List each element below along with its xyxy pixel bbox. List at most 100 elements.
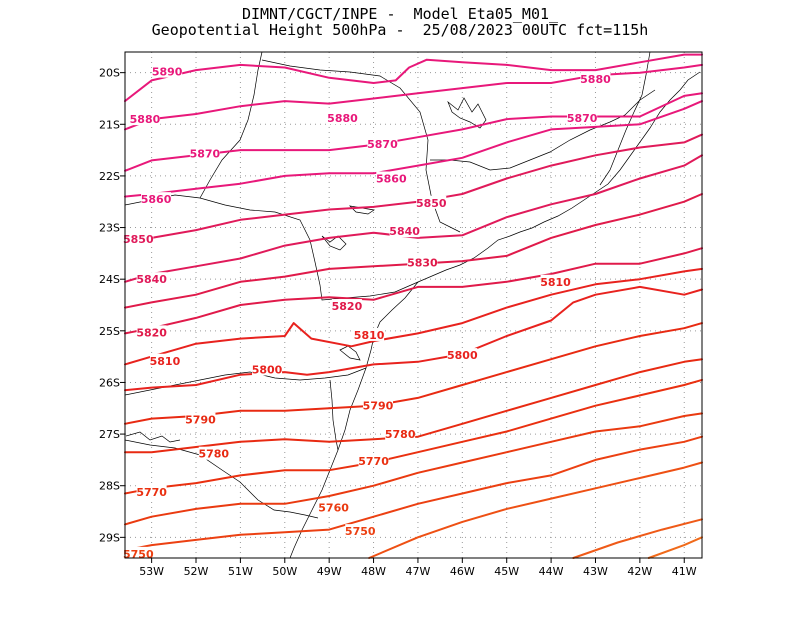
- contour-label-5800: 5800: [447, 349, 478, 362]
- contour-label-5880: 5880: [130, 113, 161, 126]
- title-line-1: DIMNT/CGCT/INPE - Model Eta05_M01_: [241, 5, 559, 23]
- contour-5730: [572, 518, 703, 559]
- contour-label-backdrop: [567, 111, 598, 125]
- contour-label-backdrop: [252, 362, 283, 376]
- contour-label-5890: 5890: [152, 66, 183, 79]
- contour-label-backdrop: [385, 427, 416, 441]
- y-tick-label: 29S: [99, 531, 120, 544]
- x-tick-label: 48W: [361, 565, 386, 578]
- y-tick-label: 20S: [99, 67, 120, 80]
- y-tick-label: 24S: [99, 273, 120, 286]
- contour-label-backdrop: [376, 171, 407, 185]
- contour-label-5790: 5790: [363, 400, 394, 413]
- contour-label-5840: 5840: [136, 273, 167, 286]
- x-tick-label: 42W: [627, 565, 652, 578]
- x-tick-label: 43W: [583, 565, 608, 578]
- contour-5860: [124, 100, 703, 198]
- contour-lines: [124, 53, 703, 559]
- coastline-map: [124, 51, 701, 559]
- contour-label-5800: 5800: [252, 364, 283, 377]
- x-tick-label: 47W: [406, 565, 431, 578]
- contour-label-5860: 5860: [376, 173, 407, 186]
- y-tick-label: 25S: [99, 325, 120, 338]
- reservoir: [125, 431, 181, 443]
- contour-label-backdrop: [358, 453, 389, 467]
- reservoir: [339, 345, 361, 361]
- x-tick-label: 52W: [184, 565, 209, 578]
- contour-label-5830: 5830: [407, 257, 438, 270]
- contour-label-backdrop: [580, 71, 611, 85]
- contour-label-5770: 5770: [136, 486, 167, 499]
- contour-labels: 5890 5880 5880 5880 5870 5870 5870 5860 5860 5850…: [123, 64, 611, 561]
- contour-label-backdrop: [136, 484, 167, 498]
- contour-label-backdrop: [354, 327, 385, 341]
- title-line-2: Geopotential Height 500hPa - 25/08/2023 …: [151, 21, 649, 39]
- contour-label-backdrop: [136, 325, 167, 339]
- contour-label-backdrop: [540, 274, 571, 288]
- contour-label-5880: 5880: [580, 73, 611, 86]
- reservoir: [447, 97, 487, 129]
- contour-5820: [124, 247, 703, 335]
- contour-label-backdrop: [185, 412, 216, 426]
- contour-5890: [124, 53, 703, 103]
- state-border: [199, 51, 263, 199]
- contour-5760: [124, 412, 703, 526]
- contour-label-5790: 5790: [185, 414, 216, 427]
- contour-label-backdrop: [367, 136, 398, 150]
- contour-label-5870: 5870: [367, 138, 398, 151]
- contour-5750: [124, 435, 703, 552]
- chart-title: DIMNT/CGCT/INPE - Model Eta05_M01_ Geopo…: [0, 6, 800, 38]
- contour-label-backdrop: [327, 111, 358, 125]
- contour-label-backdrop: [123, 546, 154, 560]
- contour-label-5750: 5750: [123, 548, 154, 561]
- contour-label-backdrop: [149, 353, 180, 367]
- y-tick-label: 26S: [99, 376, 120, 389]
- x-tick-label: 50W: [272, 565, 297, 578]
- contour-label-5780: 5780: [385, 428, 416, 441]
- state-border: [329, 379, 339, 451]
- contour-label-5750: 5750: [345, 525, 376, 538]
- contour-label-backdrop: [416, 195, 447, 209]
- contour-5840: [124, 154, 703, 283]
- contour-5740: [368, 461, 703, 559]
- contour-label-5870: 5870: [567, 112, 598, 125]
- contour-label-5810: 5810: [540, 276, 571, 289]
- contour-label-backdrop: [141, 192, 172, 206]
- state-border: [430, 89, 656, 171]
- contour-label-backdrop: [362, 398, 393, 412]
- x-tick-label: 44W: [539, 565, 564, 578]
- contour-label-5850: 5850: [123, 233, 154, 246]
- state-border: [124, 439, 319, 519]
- contour-label-backdrop: [318, 500, 349, 514]
- contour-label-5850: 5850: [416, 197, 447, 210]
- state-border: [599, 51, 651, 186]
- y-tick-label: 23S: [99, 222, 120, 235]
- contour-label-5820: 5820: [136, 326, 167, 339]
- contour-label-5810: 5810: [354, 329, 385, 342]
- x-tick-label: 45W: [494, 565, 519, 578]
- contour-label-5860: 5860: [141, 193, 172, 206]
- y-tick-label: 28S: [99, 480, 120, 493]
- axes: 53W 52W 51W 50W 49W 48W 47W 46W 45W 44W 43W 42W 41W 2…: [99, 67, 697, 578]
- contour-5770: [124, 378, 703, 495]
- contour-label-5760: 5760: [318, 501, 349, 514]
- contour-label-backdrop: [198, 446, 229, 460]
- contour-5780: [124, 358, 703, 454]
- contour-label-backdrop: [345, 524, 376, 538]
- x-tick-label: 46W: [450, 565, 475, 578]
- contour-5800: [124, 285, 703, 392]
- contour-label-backdrop: [189, 146, 220, 160]
- contour-5790: [124, 322, 703, 425]
- contour-label-5820: 5820: [332, 300, 363, 313]
- contour-label-backdrop: [407, 255, 438, 269]
- coastline: [417, 71, 701, 283]
- contour-label-5780: 5780: [198, 448, 229, 461]
- state-border: [124, 194, 419, 301]
- plot-frame: [124, 51, 703, 559]
- contour-label-backdrop: [129, 112, 160, 126]
- y-tick-label: 21S: [99, 118, 120, 131]
- contour-label-5870: 5870: [190, 148, 221, 161]
- x-tick-label: 51W: [228, 565, 253, 578]
- x-tick-label: 41W: [672, 565, 697, 578]
